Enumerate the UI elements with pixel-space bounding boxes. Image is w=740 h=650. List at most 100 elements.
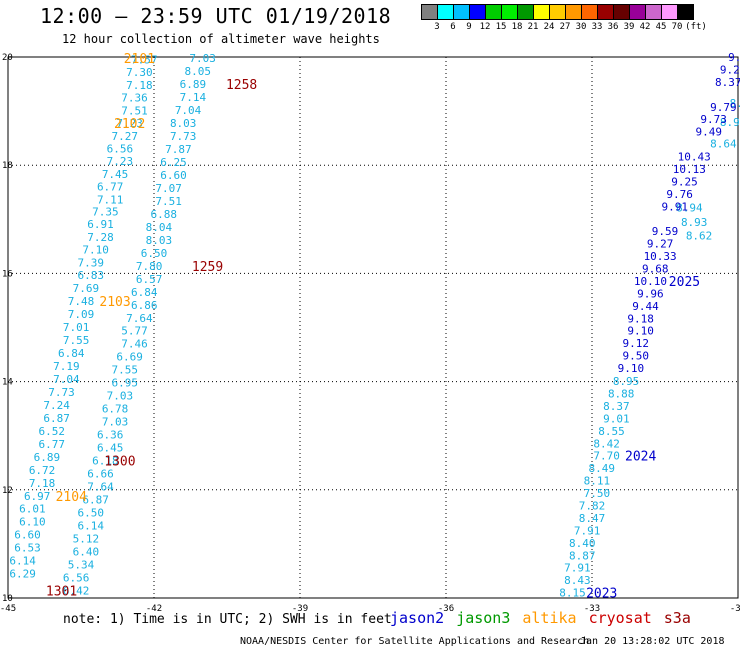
swh-value-label: 6.84	[131, 286, 158, 299]
swh-value-label: 7.18	[29, 477, 56, 490]
swh-value-label: 8.42	[593, 437, 620, 450]
swh-value-label: 8.03	[170, 117, 197, 130]
swh-value-label: 10.33	[644, 250, 677, 263]
note-text: note: 1) Time is in UTC; 2) SWH is in fe…	[63, 612, 392, 627]
swh-value-label: 7.48	[68, 295, 95, 308]
swh-value-label: 9.68	[642, 263, 669, 276]
chart-subtitle: 12 hour collection of altimeter wave hei…	[62, 32, 380, 46]
swh-value-label: 6.50	[141, 247, 168, 260]
time-label: 1300	[104, 455, 135, 470]
swh-value-label: 8.04	[146, 221, 173, 234]
legend-swatch	[677, 4, 694, 20]
swh-value-label: 9.50	[623, 350, 650, 363]
swh-value-label: 6.84	[58, 347, 85, 360]
swh-value-label: 9.44	[632, 300, 659, 313]
swh-value-label: 6.52	[39, 425, 66, 438]
swh-value-label: 8.47	[579, 512, 606, 525]
swh-value-label: 6.53	[14, 542, 41, 555]
time-label: 2024	[625, 450, 656, 465]
swh-value-label: 6.60	[160, 169, 187, 182]
x-tick-label: -30	[730, 604, 740, 614]
legend-label: 39	[623, 22, 635, 32]
satellite-s3a: s3a	[663, 609, 691, 627]
legend-label: 36	[607, 22, 619, 32]
swh-value-label: 6.40	[73, 545, 100, 558]
swh-value-label: 6.56	[107, 142, 134, 155]
swh-value-label: 8.11	[584, 475, 611, 488]
swh-value-label: 7.03	[107, 390, 134, 403]
swh-value-label: 7.82	[579, 499, 606, 512]
swh-value-label: 7.24	[43, 399, 70, 412]
legend-label: 3	[434, 22, 440, 32]
swh-value-label: 7.03	[102, 416, 129, 429]
swh-value-label: 9.91	[661, 200, 688, 213]
swh-value-label: 9.01	[603, 412, 630, 425]
swh-value-label: 10.10	[634, 275, 667, 288]
x-tick-label: -36	[438, 604, 454, 614]
swh-value-label: 9.12	[623, 337, 650, 350]
satellite-altika: altika	[522, 609, 577, 627]
swh-value-label: 10.43	[678, 151, 711, 164]
swh-value-label: 6.77	[39, 438, 66, 451]
swh-value-label: 7.11	[97, 193, 124, 206]
legend-label: 27	[559, 22, 571, 32]
swh-value-label: 6.42	[63, 584, 90, 597]
y-tick-label: 12	[2, 486, 13, 496]
swh-value-label: 9.10	[618, 362, 645, 375]
swh-value-label: 6.69	[116, 351, 143, 364]
swh-value-label: 7.09	[68, 308, 95, 321]
swh-value-label: 7.64	[126, 312, 153, 325]
legend-label: 6	[450, 22, 456, 32]
swh-value-label: 6.60	[14, 529, 41, 542]
swh-value-label: 10.13	[673, 163, 706, 176]
time-label: 2101	[124, 52, 155, 67]
swh-value-label: 8.93	[720, 116, 740, 129]
swh-value-label: 8.62	[686, 230, 713, 243]
swh-value-label: 6.18	[92, 455, 119, 468]
footer-timestamp: Jan 20 13:28:02 UTC 2018	[580, 636, 725, 647]
swh-value-label: 8.37	[603, 400, 630, 413]
swh-value-label: 8.76	[730, 97, 740, 110]
time-label: 2025	[669, 275, 700, 290]
swh-value-label: 7.28	[87, 231, 114, 244]
swh-value-label: 9.96	[637, 287, 664, 300]
legend-unit: (ft)	[685, 22, 707, 32]
legend-label: 9	[466, 22, 472, 32]
swh-value-label: 6.36	[97, 429, 124, 442]
swh-value-label: 7.23	[116, 117, 143, 130]
y-tick-label: 20	[2, 53, 13, 63]
legend-label: 21	[527, 22, 539, 32]
swh-value-label: 9.6	[728, 51, 740, 64]
swh-value-label: 9.73	[700, 113, 727, 126]
y-tick-label: 10	[2, 594, 13, 604]
legend-label: 18	[511, 22, 523, 32]
swh-value-label: 9.49	[696, 126, 723, 139]
swh-value-label: 7.51	[121, 105, 148, 118]
swh-value-label: 8.94	[676, 201, 703, 214]
swh-value-label: 8.64	[710, 138, 737, 151]
legend-labels: 3 6 9 12 15 18 21 24 27 30 33 36 39 42 45 70 (ft)	[421, 22, 707, 32]
legend-label: 30	[575, 22, 587, 32]
satellite-jason3: jason3	[456, 609, 511, 627]
swh-value-label: 6.45	[97, 442, 124, 455]
swh-value-label: 6.89	[34, 451, 61, 464]
swh-value-label: 7.30	[126, 66, 153, 79]
swh-value-label: 6.66	[87, 468, 114, 481]
swh-value-label: 9.59	[652, 225, 679, 238]
time-label: 1259	[192, 260, 223, 275]
time-label: 2023	[586, 587, 617, 602]
swh-value-label: 7.57	[131, 54, 158, 67]
satellite-legend: jason2 jason3 altika cryosat s3a	[390, 609, 703, 627]
swh-value-label: 7.91	[564, 562, 591, 575]
x-tick-label: -45	[0, 604, 16, 614]
time-label: 1258	[226, 78, 257, 93]
swh-value-label: 8.05	[185, 65, 212, 78]
satellite-cryosat: cryosat	[588, 609, 652, 627]
swh-value-label: 6.91	[87, 218, 114, 231]
swh-value-label: 6.87	[82, 494, 109, 507]
swh-value-label: 7.19	[53, 360, 80, 373]
swh-value-label: 6.83	[77, 269, 104, 282]
swh-value-label: 6.87	[43, 412, 70, 425]
swh-value-label: 7.01	[63, 321, 90, 334]
